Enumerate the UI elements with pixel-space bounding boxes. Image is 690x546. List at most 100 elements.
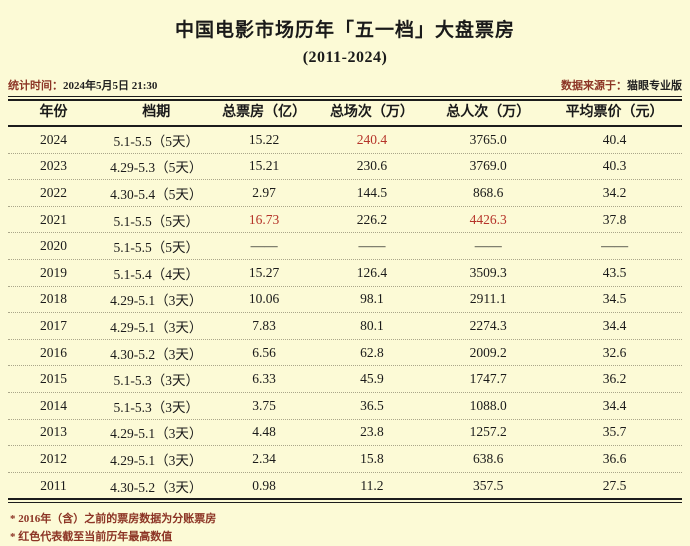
value-cell: 1257.2: [469, 424, 507, 440]
value-cell: 4426.3: [469, 211, 507, 227]
value-cell: 126.4: [356, 264, 388, 280]
value-cell: 36.2: [602, 371, 627, 387]
value-cell: 4.29-5.1（3天）: [110, 426, 203, 442]
footnote-2: * 红色代表截至当前历年最高数值: [10, 531, 173, 544]
data-source-value: 猫眼专业版: [627, 80, 682, 92]
value-cell: 34.4: [602, 317, 627, 333]
value-cell: 6.33: [252, 371, 276, 387]
table-row: 2019 5.1-5.4（4天） 15.27 126.4 3509.3 43.5: [8, 260, 682, 287]
value-cell: 4.29-5.1（3天）: [110, 452, 203, 468]
value-cell: 5.1-5.5（5天）: [113, 240, 200, 256]
value-cell: 36.6: [602, 450, 627, 466]
table-row: 2020 5.1-5.5（5天） —— —— —— ——: [8, 233, 682, 260]
value-cell: 4.29-5.1（3天）: [110, 293, 203, 309]
table-row: 2017 4.29-5.1（3天） 7.83 80.1 2274.3 34.4: [8, 313, 682, 340]
table-top-rule: [8, 96, 682, 101]
table-row: 2016 4.30-5.2（3天） 6.56 62.8 2009.2 32.6: [8, 340, 682, 367]
meta-row: 统计时间：2024年5月5日 21:30 数据来源于：猫眼专业版: [8, 77, 682, 93]
value-cell: ——: [601, 238, 629, 254]
year-cell: 2019: [39, 264, 67, 280]
column-header: 总场次（万）: [329, 105, 414, 120]
value-cell: 5.1-5.5（5天）: [113, 213, 200, 229]
value-cell: 62.8: [360, 344, 384, 360]
footnotes: * 2016年（含）之前的票房数据为分账票房 * 红色代表截至当前历年最高数值: [10, 510, 680, 546]
table-body: 2024 5.1-5.5（5天） 15.22 240.4 3765.0 40.4 2023 4…: [8, 127, 682, 498]
value-cell: 27.5: [602, 477, 627, 493]
year-cell: 2020: [39, 238, 67, 254]
table-row: 2018 4.29-5.1（3天） 10.06 98.1 2911.1 34.5: [8, 287, 682, 314]
value-cell: ——: [250, 238, 278, 254]
column-header: 总人次（万）: [446, 105, 531, 120]
year-cell: 2021: [39, 211, 67, 227]
column-header: 平均票价（元）: [565, 105, 664, 120]
table-row: 2024 5.1-5.5（5天） 15.22 240.4 3765.0 40.4: [8, 127, 682, 154]
value-cell: 15.27: [248, 264, 280, 280]
table-row: 2015 5.1-5.3（3天） 6.33 45.9 1747.7 36.2: [8, 366, 682, 393]
column-header: 年份: [39, 105, 68, 120]
value-cell: 2911.1: [469, 291, 507, 307]
value-cell: 4.29-5.1（3天）: [110, 319, 203, 335]
value-cell: 6.56: [252, 344, 276, 360]
stat-time-label: 统计时间：: [8, 80, 63, 92]
value-cell: 4.29-5.3（5天）: [110, 160, 203, 176]
value-cell: 45.9: [360, 371, 384, 387]
value-cell: 4.30-5.2（3天）: [110, 346, 203, 362]
value-cell: 230.6: [356, 158, 388, 174]
value-cell: 868.6: [473, 184, 504, 200]
table-header-row: 年份 档期 总票房（亿） 总场次（万） 总人次（万） 平均票价（元）: [8, 101, 682, 125]
value-cell: 1088.0: [469, 397, 507, 413]
value-cell: 240.4: [356, 131, 388, 147]
column-header: 档期: [142, 105, 171, 120]
value-cell: 34.4: [602, 397, 627, 413]
value-cell: 15.8: [360, 450, 384, 466]
value-cell: ——: [474, 238, 502, 254]
box-office-card: 中国电影市场历年「五一档」大盘票房 (2011-2024) 统计时间：2024年…: [8, 20, 682, 543]
year-cell: 2013: [39, 424, 67, 440]
table-row: 2013 4.29-5.1（3天） 4.48 23.8 1257.2 35.7: [8, 420, 682, 447]
value-cell: ——: [358, 238, 386, 254]
value-cell: 5.1-5.4（4天）: [113, 266, 200, 282]
value-cell: 5.1-5.3（3天）: [113, 373, 200, 389]
table-row: 2022 4.30-5.4（5天） 2.97 144.5 868.6 34.2: [8, 180, 682, 207]
value-cell: 1747.7: [469, 371, 507, 387]
year-cell: 2018: [39, 291, 67, 307]
value-cell: 32.6: [602, 344, 627, 360]
value-cell: 23.8: [360, 424, 384, 440]
stat-time: 统计时间：2024年5月5日 21:30: [8, 77, 157, 93]
table-row: 2012 4.29-5.1（3天） 2.34 15.8 638.6 36.6: [8, 446, 682, 473]
value-cell: 2.97: [252, 184, 276, 200]
box-office-table: 年份 档期 总票房（亿） 总场次（万） 总人次（万） 平均票价（元） 2024 5.1-5.…: [8, 96, 682, 504]
value-cell: 11.2: [360, 477, 384, 493]
year-cell: 2011: [40, 477, 67, 493]
value-cell: 15.22: [248, 131, 280, 147]
value-cell: 4.30-5.2（3天）: [110, 479, 203, 495]
footnote-1: * 2016年（含）之前的票房数据为分账票房: [10, 513, 217, 526]
year-cell: 2015: [39, 371, 67, 387]
value-cell: 357.5: [473, 477, 504, 493]
value-cell: 80.1: [360, 317, 384, 333]
year-cell: 2023: [39, 158, 67, 174]
value-cell: 3.75: [252, 397, 276, 413]
table-row: 2014 5.1-5.3（3天） 3.75 36.5 1088.0 34.4: [8, 393, 682, 420]
value-cell: 37.8: [602, 211, 627, 227]
year-cell: 2017: [39, 317, 67, 333]
value-cell: 3509.3: [469, 264, 507, 280]
value-cell: 3769.0: [469, 158, 507, 174]
data-source-label: 数据来源于：: [561, 80, 627, 92]
table-row: 2011 4.30-5.2（3天） 0.98 11.2 357.5 27.5: [8, 473, 682, 499]
value-cell: 35.7: [602, 424, 627, 440]
year-cell: 2014: [39, 397, 67, 413]
value-cell: 40.3: [602, 158, 627, 174]
value-cell: 36.5: [360, 397, 384, 413]
value-cell: 7.83: [252, 317, 276, 333]
value-cell: 4.30-5.4（5天）: [110, 186, 203, 202]
value-cell: 2274.3: [469, 317, 507, 333]
value-cell: 40.4: [602, 131, 627, 147]
value-cell: 15.21: [248, 158, 280, 174]
value-cell: 226.2: [356, 211, 388, 227]
year-cell: 2024: [39, 131, 67, 147]
value-cell: 144.5: [356, 184, 388, 200]
year-cell: 2012: [39, 450, 67, 466]
value-cell: 2009.2: [469, 344, 507, 360]
stat-time-value: 2024年5月5日 21:30: [63, 80, 158, 92]
